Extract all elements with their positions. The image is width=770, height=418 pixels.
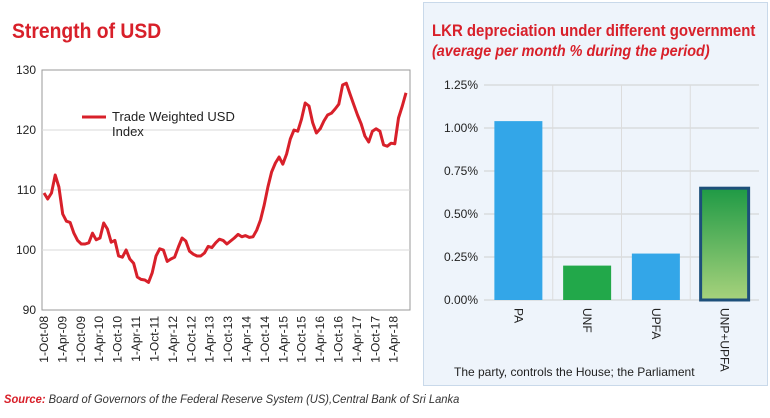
usd-x-tick-label: 1-Apr-12 (166, 316, 180, 363)
lkr-y-tick-label: 1.00% (444, 121, 478, 135)
usd-y-tick-label: 110 (17, 183, 36, 197)
usd-y-tick-label: 90 (23, 303, 37, 317)
usd-index-line (42, 81, 408, 284)
usd-legend-label-line1: Trade Weighted USD (112, 109, 235, 124)
usd-x-tick-label: 1-Apr-09 (55, 316, 69, 363)
usd-x-tick-label: 1-Apr-11 (129, 316, 143, 362)
usd-y-axis: 90 100 110 120 130 (16, 63, 410, 317)
lkr-bar-pa (494, 121, 543, 301)
source-note: Source: Board of Governors of the Federa… (4, 392, 459, 406)
usd-x-tick-label: 1-Apr-13 (203, 316, 217, 363)
usd-chart-title: Strength of USD (12, 20, 162, 43)
lkr-bars (494, 121, 751, 302)
usd-legend-label-line2: Index (112, 124, 144, 139)
lkr-bar-unp-upfa (699, 186, 751, 302)
usd-y-tick-label: 100 (16, 243, 36, 257)
usd-x-tick-label: 1-Oct-08 (37, 316, 51, 363)
usd-x-axis: 1-Oct-08 1-Apr-09 1-Oct-09 1-Apr-10 1-Oct-10… (37, 316, 401, 363)
lkr-y-tick-label: 1.25% (444, 78, 478, 92)
usd-strength-panel: Strength of USD 90 100 110 120 130 1-Oct-08 1… (2, 2, 417, 386)
lkr-x-tick-label: UNF (580, 308, 594, 333)
lkr-bar-chart: 0.00% 0.25% 0.50% 0.75% 1.00% 1.25% PA UNF UPFA… (444, 78, 759, 372)
lkr-x-axis: PA UNF UPFA UNP+UPFA (511, 308, 731, 372)
lkr-x-tick-label: UNP+UPFA (718, 308, 732, 372)
lkr-depreciation-panel: LKR depreciation under different governm… (423, 2, 768, 386)
usd-x-tick-label: 1-Oct-14 (258, 316, 272, 363)
usd-x-tick-label: 1-Apr-18 (387, 316, 401, 363)
usd-x-tick-label: 1-Apr-10 (92, 316, 106, 363)
usd-x-tick-label: 1-Oct-09 (74, 316, 88, 363)
lkr-x-axis-caption: The party, controls the House; the Parli… (454, 365, 695, 379)
usd-x-tick-label: 1-Apr-14 (239, 316, 253, 363)
lkr-y-tick-label: 0.25% (444, 250, 478, 264)
usd-y-tick-label: 130 (16, 63, 36, 77)
lkr-y-tick-label: 0.00% (444, 293, 478, 307)
lkr-x-tick-label: PA (511, 308, 525, 323)
usd-x-tick-label: 1-Oct-13 (221, 316, 235, 363)
usd-x-tick-label: 1-Oct-10 (111, 316, 125, 363)
usd-x-tick-label: 1-Oct-17 (368, 316, 382, 363)
usd-x-tick-label: 1-Oct-12 (184, 316, 198, 363)
usd-x-tick-label: 1-Oct-15 (295, 316, 309, 363)
lkr-y-tick-label: 0.50% (444, 207, 478, 221)
lkr-bar-unf (563, 265, 612, 300)
usd-y-tick-label: 120 (16, 123, 36, 137)
source-text: Board of Governors of the Federal Reserv… (48, 392, 460, 406)
usd-x-tick-label: 1-Oct-16 (332, 316, 346, 363)
source-label: Source: (4, 392, 46, 406)
usd-x-tick-label: 1-Apr-17 (350, 316, 364, 363)
usd-x-tick-label: 1-Oct-11 (147, 316, 161, 362)
usd-x-tick-label: 1-Apr-15 (276, 316, 290, 363)
lkr-x-tick-label: UPFA (649, 308, 663, 339)
lkr-y-tick-label: 0.75% (444, 164, 478, 178)
usd-x-tick-label: 1-Apr-16 (313, 316, 327, 363)
lkr-bar-upfa (631, 253, 680, 300)
lkr-chart-title: LKR depreciation under different governm… (432, 21, 756, 40)
usd-legend: Trade Weighted USD Index (82, 109, 235, 139)
lkr-chart-subtitle: (average per month % during the period) (432, 43, 710, 60)
